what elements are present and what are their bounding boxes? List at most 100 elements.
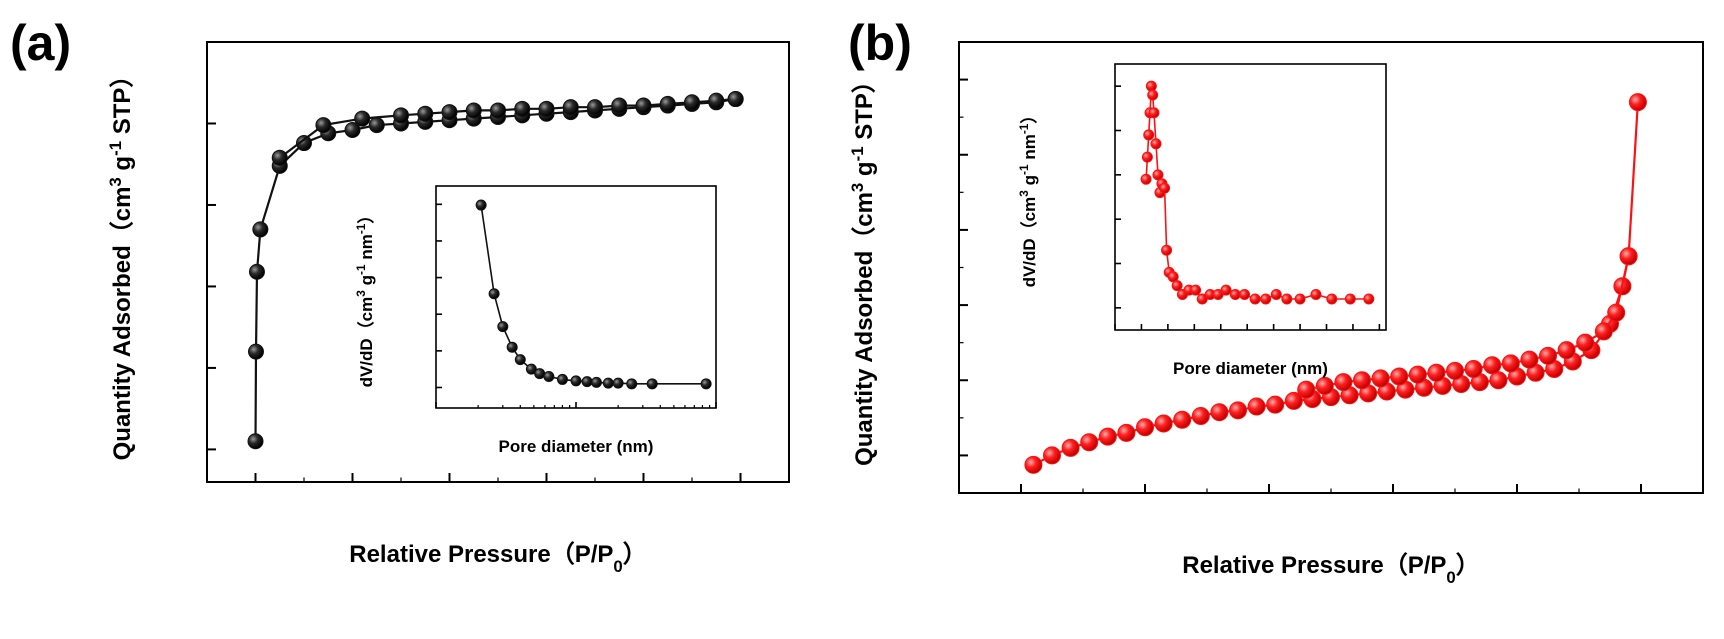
chart-b-inset-series-marker bbox=[1150, 138, 1162, 150]
chart-b-inset-series-marker bbox=[1147, 89, 1159, 101]
chart-b-series-marker bbox=[1594, 322, 1613, 341]
chart-a-series-marker bbox=[271, 149, 288, 166]
chart-a-series-marker bbox=[587, 99, 603, 116]
chart-b-series-marker bbox=[1154, 414, 1173, 433]
chart-b-inset-series-marker bbox=[1281, 293, 1293, 305]
panel-label-b: (b) bbox=[848, 15, 912, 71]
chart-a-inset-series-marker bbox=[590, 376, 602, 388]
chart-a-inset-series-marker bbox=[570, 375, 582, 387]
chart-a-inset-series-marker bbox=[700, 378, 712, 390]
chart-a-inset-x-title: Pore diameter (nm) bbox=[499, 437, 654, 456]
chart-b-series-marker bbox=[1297, 380, 1316, 399]
chart-b-series-marker bbox=[1557, 341, 1576, 360]
chart-b-inset-series-marker bbox=[1294, 293, 1306, 305]
chart-b-inset-series-marker bbox=[1190, 284, 1202, 296]
chart-b-inset-series-marker bbox=[1326, 293, 1338, 305]
chart-b-inset-series-marker bbox=[1141, 151, 1153, 163]
chart-a-y-axis-title: Quantity Adsorbed（cm3 g-1 STP） bbox=[106, 64, 137, 461]
chart-a-series-marker bbox=[727, 91, 744, 108]
chart-a-series-marker bbox=[708, 92, 725, 109]
chart-b-series-marker bbox=[1408, 365, 1427, 384]
chart-b-series-marker bbox=[1371, 369, 1390, 388]
chart-b-series-marker bbox=[1098, 427, 1117, 446]
chart-a-inset-series-marker bbox=[475, 199, 487, 211]
chart-b-inset-series-marker bbox=[1167, 271, 1179, 283]
chart-a-series: Relative Pressure（P/P0） Quantity Adsorbed… bbox=[106, 41, 790, 576]
chart-b-inset-series-marker bbox=[1140, 173, 1152, 185]
chart-b-inset-series-marker bbox=[1270, 289, 1282, 301]
chart-b-inset-series-marker bbox=[1310, 289, 1322, 301]
chart-a-series-marker bbox=[417, 105, 434, 122]
chart-a-inset-series-marker bbox=[488, 288, 500, 300]
chart-b-series-marker bbox=[1501, 354, 1520, 373]
chart-b-series-marker bbox=[1446, 361, 1464, 380]
chart-a-series-marker bbox=[393, 107, 409, 124]
chart-b-series-marker bbox=[1390, 367, 1409, 386]
chart-a-series-marker bbox=[635, 97, 652, 114]
chart-a-series-marker bbox=[611, 97, 628, 114]
chart-b-series: Relative Pressure（P/P0） Quantity Adsorbed… bbox=[848, 41, 1704, 587]
chart-a-inset-series-marker bbox=[497, 321, 509, 333]
chart-b-series-marker bbox=[1628, 93, 1647, 112]
chart-b-inset-y-title: dV/dD（cm3 g-1 nm-1） bbox=[1017, 107, 1039, 288]
chart-b-series-marker bbox=[1229, 401, 1247, 420]
chart-b-inset-bg bbox=[1115, 64, 1386, 330]
chart-b-series-marker bbox=[1117, 423, 1136, 442]
chart-b-series-marker bbox=[1061, 438, 1080, 457]
chart-b-inset-series-marker bbox=[1143, 129, 1155, 141]
chart-a-inset-series-marker bbox=[556, 373, 568, 385]
chart-a-inset-series: Pore diameter (nm) dV/dD（cm3 g-1 nm-1） bbox=[354, 185, 717, 456]
chart-b-inset-series-marker bbox=[1171, 280, 1183, 292]
chart-b-inset-x-title: Pore diameter (nm) bbox=[1173, 359, 1328, 378]
chart-b-inset: Pore diameter (nm) dV/dD（cm3 g-1 nm-1） bbox=[1017, 63, 1387, 378]
chart-b-series-marker bbox=[1136, 418, 1154, 437]
chart-a-inset-series-marker bbox=[581, 376, 593, 388]
chart-b-inset-series-marker bbox=[1344, 293, 1356, 305]
chart-a-series-marker bbox=[514, 100, 531, 117]
chart-a-inset-y-title: dV/dD（cm3 g-1 nm-1） bbox=[354, 207, 376, 388]
chart-b-inset-plot-frame bbox=[1114, 63, 1387, 331]
panel-label-a: (a) bbox=[10, 15, 71, 71]
chart-a-series-marker bbox=[368, 117, 385, 134]
chart-b-series-marker bbox=[1284, 391, 1303, 410]
chart-b-inset-series-marker bbox=[1145, 80, 1157, 92]
chart-a-inset-series-marker bbox=[506, 341, 518, 353]
chart-a-series-marker bbox=[252, 221, 269, 238]
chart-a-series-marker bbox=[247, 433, 264, 450]
chart-b-series-marker bbox=[1619, 247, 1638, 266]
chart-b-series-marker bbox=[1464, 359, 1483, 378]
chart-b-y-axis-title: Quantity Adsorbed（cm3 g-1 STP） bbox=[848, 69, 879, 466]
chart-b-series-marker bbox=[1539, 346, 1557, 365]
chart-a-series-marker bbox=[659, 95, 676, 112]
chart-b-inset-series-marker bbox=[1249, 293, 1261, 305]
chart-b-series-marker bbox=[1353, 371, 1371, 390]
chart-b-inset-series-marker bbox=[1159, 182, 1171, 194]
chart-a-inset-series-marker bbox=[626, 378, 638, 390]
chart-a-inset-series-marker bbox=[534, 368, 546, 380]
chart-b-series-marker bbox=[1247, 397, 1266, 416]
chart-b-inset-series-marker bbox=[1260, 293, 1272, 305]
chart-b-series-marker bbox=[1191, 406, 1210, 425]
chart-a-series-marker bbox=[684, 94, 700, 111]
chart-a-series-marker bbox=[490, 102, 506, 119]
chart-b-series-marker bbox=[1483, 356, 1502, 375]
chart-b-series-marker bbox=[1024, 455, 1043, 474]
chart-b: Relative Pressure（P/P0） Quantity Adsorbed… bbox=[848, 41, 1704, 587]
chart-b-series-marker bbox=[1334, 373, 1353, 392]
chart-b-series-marker bbox=[1210, 403, 1229, 422]
chart-b-inset-series-marker bbox=[1220, 284, 1232, 296]
chart-a-series-marker bbox=[562, 99, 579, 116]
chart-b-inset-series-marker bbox=[1363, 293, 1375, 305]
chart-a-inset-series-marker bbox=[646, 378, 658, 390]
chart-b-series-marker bbox=[1576, 333, 1595, 352]
chart-a-series-marker bbox=[296, 135, 312, 152]
chart-a-series-marker bbox=[344, 122, 361, 138]
chart-a-inset-series-marker bbox=[612, 377, 624, 389]
chart-b-inset-series: Pore diameter (nm) dV/dD（cm3 g-1 nm-1） bbox=[1017, 63, 1387, 378]
chart-b-series-marker bbox=[1427, 363, 1446, 382]
chart-a-inset-series-marker bbox=[602, 377, 614, 389]
chart-b-inset-series-marker bbox=[1239, 289, 1251, 301]
chart-b-series-marker bbox=[1607, 303, 1626, 322]
chart-a-series-marker bbox=[315, 117, 332, 134]
